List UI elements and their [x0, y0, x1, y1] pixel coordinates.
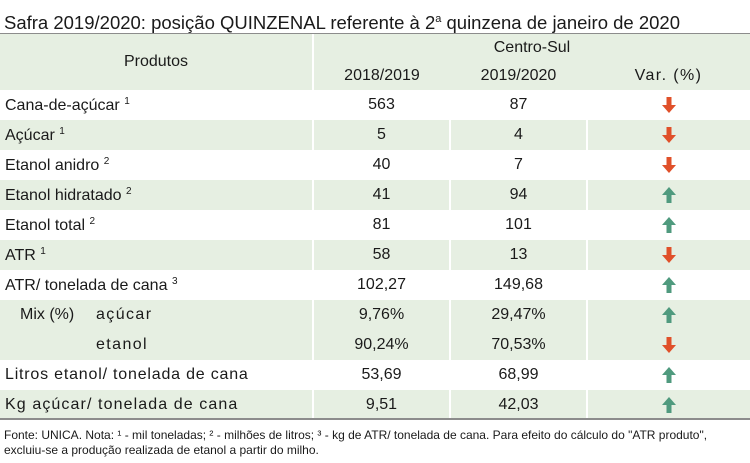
row-label: Etanol total 2	[0, 210, 314, 240]
mix-sub-label: açúcar	[96, 306, 153, 323]
value-2019: 13	[450, 240, 588, 270]
arrow-down-icon	[661, 336, 677, 354]
value-2019: 101	[450, 210, 588, 240]
trend-cell	[587, 270, 750, 300]
mix-row-label: Mix (%) açúcar	[0, 300, 314, 330]
row-label: ATR 1	[0, 240, 314, 270]
trend-cell	[587, 300, 750, 330]
row-note: 2	[89, 215, 96, 227]
row-label-text: ATR	[5, 246, 36, 264]
value-2018: 41	[313, 180, 451, 210]
value-2018: 9,76%	[313, 300, 451, 330]
table-row: Etanol hidratado 2 41 94	[0, 180, 750, 210]
value-2019: 94	[450, 180, 588, 210]
value-2018: 5	[313, 120, 451, 150]
row-note: 1	[40, 245, 46, 257]
value-2019: 29,47%	[450, 300, 588, 330]
header-region: Centro-Sul	[313, 34, 750, 62]
table-row: ATR 1 58 13	[0, 240, 750, 270]
trend-cell	[587, 210, 750, 240]
table-row: Litros etanol/ tonelada de cana 53,69 68…	[0, 360, 750, 390]
row-note: 1	[124, 95, 130, 107]
table-row: Açúcar 1 5 4	[0, 120, 750, 150]
row-label-text: ATR/ tonelada de cana	[5, 276, 168, 294]
mix-sub-label: etanol	[96, 336, 148, 353]
arrow-down-icon	[661, 156, 677, 174]
row-label-text: Etanol anidro	[5, 156, 100, 174]
value-2019: 87	[450, 90, 588, 120]
table-row: etanol 90,24% 70,53%	[0, 330, 750, 360]
value-2018: 40	[313, 150, 451, 180]
trend-cell	[587, 120, 750, 150]
row-label: Litros etanol/ tonelada de cana	[0, 360, 314, 390]
value-2019: 42,03	[450, 390, 588, 420]
arrow-up-icon	[661, 306, 677, 324]
trend-cell	[587, 90, 750, 120]
arrow-up-icon	[661, 216, 677, 234]
table-row: Kg açúcar/ tonelada de cana 9,51 42,03	[0, 390, 750, 420]
row-note: 1	[59, 125, 65, 137]
row-label: Etanol hidratado 2	[0, 180, 314, 210]
source-footnote: Fonte: UNICA. Nota: ¹ - mil toneladas; ²…	[4, 428, 708, 457]
value-2018: 90,24%	[313, 330, 451, 360]
trend-cell	[587, 240, 750, 270]
value-2019: 7	[450, 150, 588, 180]
arrow-up-icon	[661, 186, 677, 204]
arrow-up-icon	[661, 366, 677, 384]
row-label: Açúcar 1	[0, 120, 314, 150]
trend-cell	[587, 180, 750, 210]
arrow-down-icon	[661, 126, 677, 144]
row-label: ATR/ tonelada de cana 3	[0, 270, 314, 300]
row-label-text: Açúcar	[5, 126, 55, 144]
data-table: Produtos Centro-Sul 2018/2019 2019/2020 …	[0, 34, 750, 420]
value-2018: 58	[313, 240, 451, 270]
value-2018: 102,27	[313, 270, 451, 300]
trend-cell	[587, 390, 750, 420]
title-suffix: quinzena de janeiro de 2020	[441, 12, 680, 34]
value-2018: 9,51	[313, 390, 451, 420]
mix-row-label: etanol	[0, 330, 314, 360]
value-2019: 70,53%	[450, 330, 588, 360]
header-col-var: Var. (%)	[587, 62, 750, 90]
table-row: Etanol anidro 2 40 7	[0, 150, 750, 180]
arrow-up-icon	[661, 276, 677, 294]
row-label: Cana-de-açúcar 1	[0, 90, 314, 120]
value-2018: 563	[313, 90, 451, 120]
row-label-text: Cana-de-açúcar	[5, 96, 120, 114]
bottom-rule	[0, 418, 750, 420]
header-products: Produtos	[0, 34, 314, 90]
header-col-2018: 2018/2019	[313, 62, 450, 90]
table-row: Cana-de-açúcar 1 563 87	[0, 90, 750, 120]
row-note: 2	[125, 185, 132, 197]
trend-cell	[587, 150, 750, 180]
row-label-text: Etanol hidratado	[5, 186, 122, 204]
row-label: Etanol anidro 2	[0, 150, 314, 180]
title-superscript: a	[435, 13, 442, 25]
table-row: Etanol total 2 81 101	[0, 210, 750, 240]
value-2019: 4	[450, 120, 588, 150]
table-row: ATR/ tonelada de cana 3 102,27 149,68	[0, 270, 750, 300]
row-label: Kg açúcar/ tonelada de cana	[0, 390, 314, 420]
arrow-up-icon	[661, 396, 677, 414]
value-2018: 81	[313, 210, 451, 240]
table-row: Mix (%) açúcar 9,76% 29,47%	[0, 300, 750, 330]
arrow-down-icon	[661, 246, 677, 264]
title-prefix: Safra 2019/2020: posição QUINZENAL refer…	[4, 12, 436, 34]
value-2018: 53,69	[313, 360, 451, 390]
row-note: 2	[103, 155, 110, 167]
value-2019: 68,99	[450, 360, 588, 390]
trend-cell	[587, 330, 750, 360]
value-2019: 149,68	[450, 270, 588, 300]
arrow-down-icon	[661, 96, 677, 114]
trend-cell	[587, 360, 750, 390]
header-col-2019: 2019/2020	[450, 62, 587, 90]
row-label-text: Etanol total	[5, 216, 86, 234]
mix-label: Mix (%)	[20, 306, 75, 323]
row-note: 3	[171, 275, 178, 287]
page-title: Safra 2019/2020: posição QUINZENAL refer…	[4, 6, 746, 34]
